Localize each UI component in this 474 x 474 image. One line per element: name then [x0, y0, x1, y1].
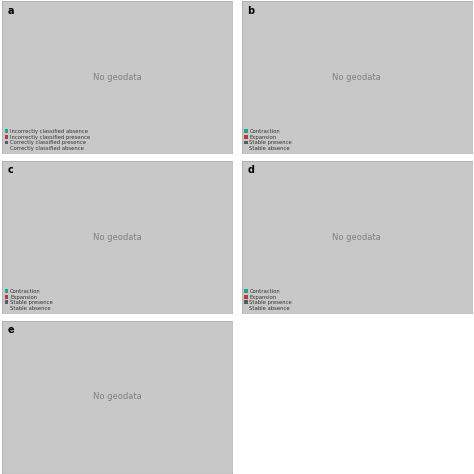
Text: e: e — [8, 325, 15, 335]
Legend: Contraction, Expansion, Stable presence, Stable absence: Contraction, Expansion, Stable presence,… — [4, 288, 54, 311]
Text: b: b — [247, 6, 255, 16]
Text: No geodata: No geodata — [93, 392, 142, 401]
Legend: Contraction, Expansion, Stable presence, Stable absence: Contraction, Expansion, Stable presence,… — [243, 128, 293, 152]
Text: No geodata: No geodata — [93, 73, 142, 82]
Text: c: c — [8, 165, 14, 175]
Text: d: d — [247, 165, 255, 175]
Text: a: a — [8, 6, 15, 16]
Text: No geodata: No geodata — [332, 73, 381, 82]
Legend: Incorrectly classified absence, Incorrectly classified presence, Correctly class: Incorrectly classified absence, Incorrec… — [4, 128, 91, 152]
Legend: Contraction, Expansion, Stable presence, Stable absence: Contraction, Expansion, Stable presence,… — [243, 288, 293, 311]
Text: No geodata: No geodata — [332, 233, 381, 241]
Text: No geodata: No geodata — [93, 233, 142, 241]
